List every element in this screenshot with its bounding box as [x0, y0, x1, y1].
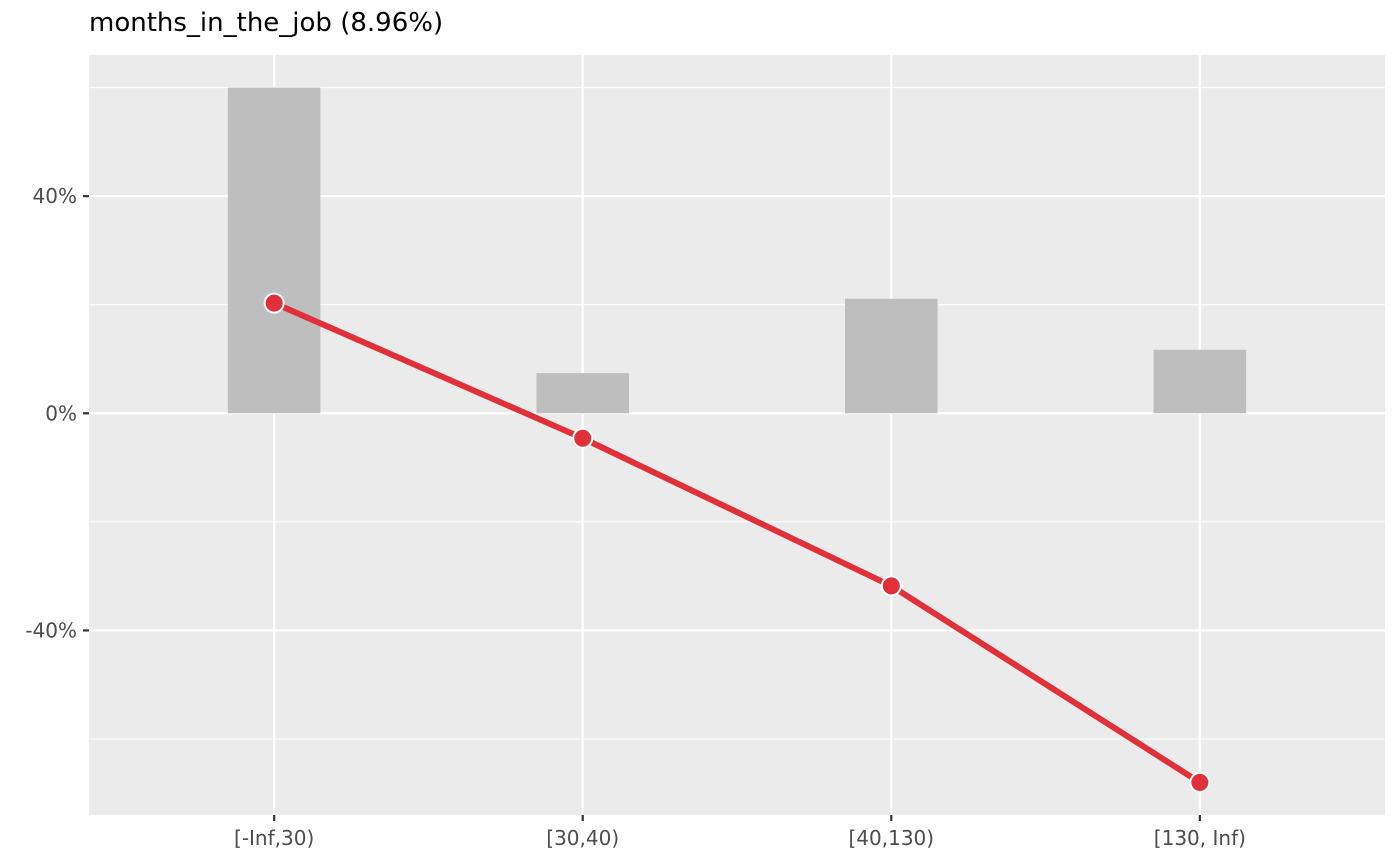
x-tick-label: [30,40) [546, 826, 619, 850]
line-layer [272, 300, 1202, 785]
y-axis: -40% 0% 40% [25, 184, 89, 642]
x-tick-label: [40,130) [848, 826, 934, 850]
line-point [572, 427, 594, 449]
line-point [880, 575, 902, 597]
points [263, 292, 1211, 793]
chart-title: months_in_the_job (8.96%) [89, 8, 444, 38]
x-tick-label: [-Inf,30) [234, 826, 314, 850]
y-tick-label: -40% [25, 618, 77, 642]
line-point [1189, 771, 1211, 793]
bars [227, 87, 1247, 414]
bar [536, 373, 629, 414]
y-tick-label: 0% [45, 401, 77, 425]
y-tick-label: 40% [33, 184, 77, 208]
bar [845, 298, 938, 414]
line-point [263, 292, 285, 314]
x-axis: [-Inf,30) [30,40) [40,130) [130, Inf) [234, 815, 1246, 850]
bar [227, 87, 321, 414]
x-tick-label: [130, Inf) [1154, 826, 1246, 850]
bar [1153, 349, 1247, 414]
series-line [272, 300, 1202, 785]
